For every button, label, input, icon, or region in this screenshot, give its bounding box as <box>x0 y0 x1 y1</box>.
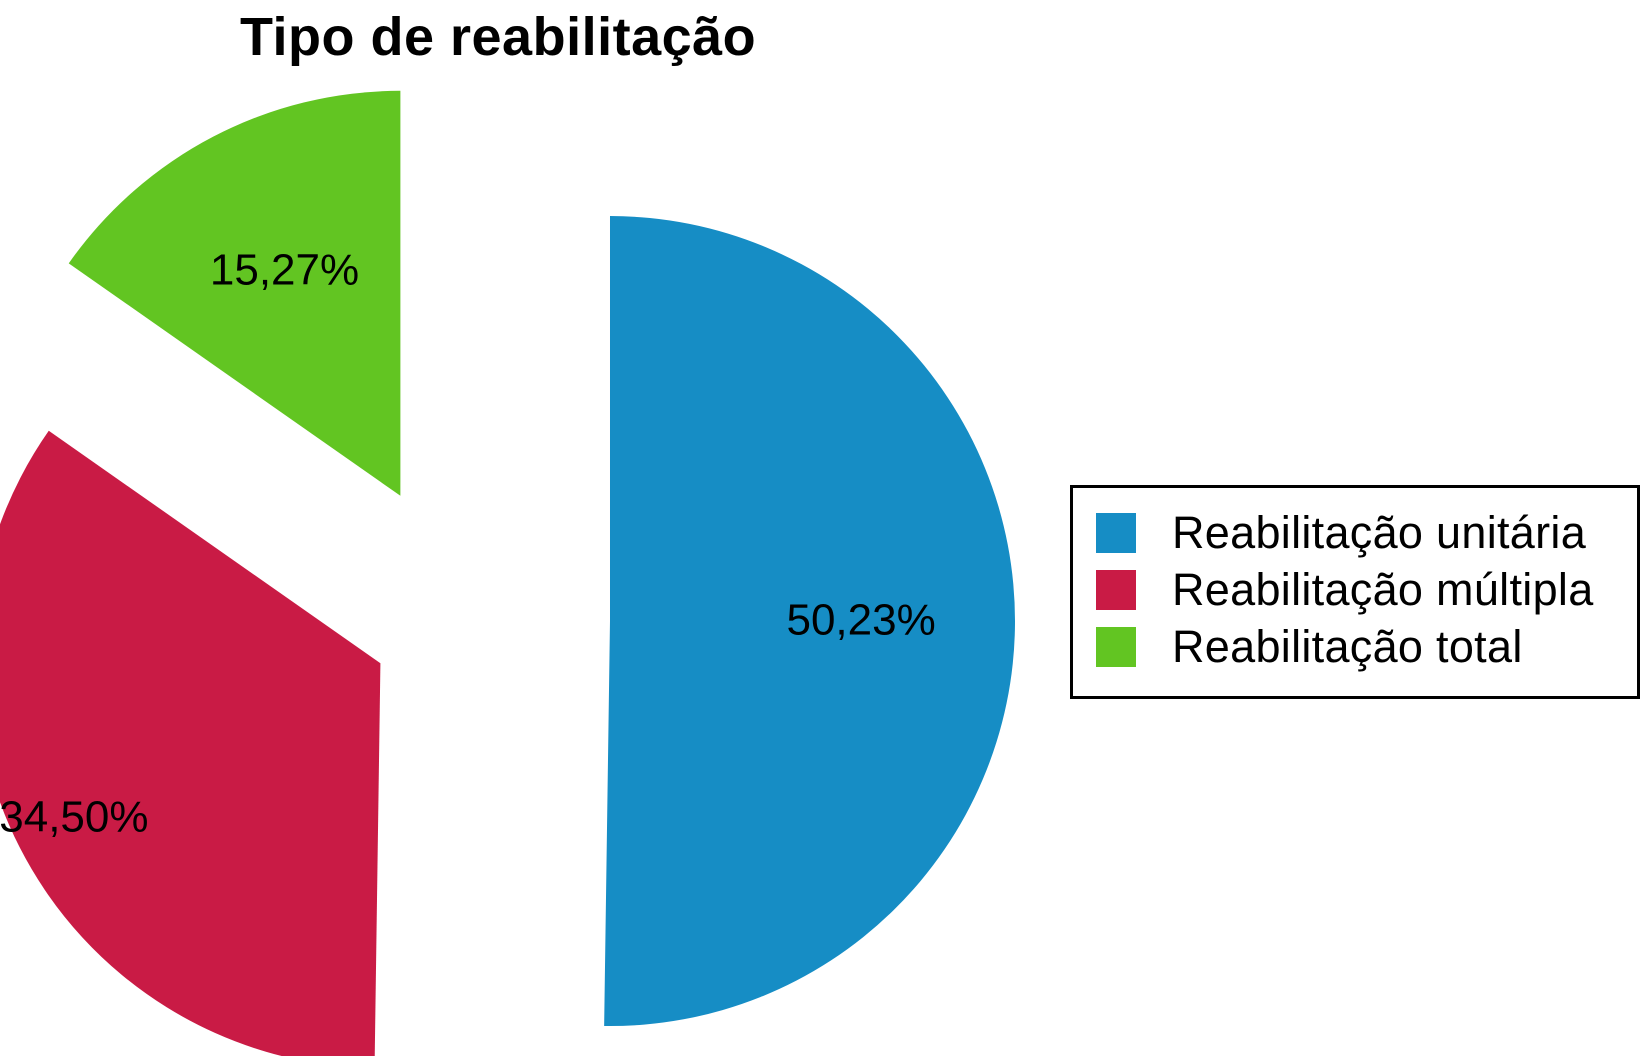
legend-item: Reabilitação múltipla <box>1096 561 1637 618</box>
legend-item: Reabilitação unitária <box>1096 504 1637 561</box>
pie-slice <box>68 90 401 496</box>
legend-swatch <box>1096 626 1136 667</box>
chart-title: Tipo de reabilitação <box>240 7 757 67</box>
legend: Reabilitação unitária Reabilitação múlti… <box>1070 485 1640 699</box>
legend-label: Reabilitação unitária <box>1172 506 1587 558</box>
legend-item: Reabilitação total <box>1096 618 1637 675</box>
slice-value-label: 15,27% <box>210 246 359 295</box>
pie-slice <box>604 216 1015 1027</box>
slice-value-label: 50,23% <box>786 595 935 644</box>
slice-value-label: 34,50% <box>0 793 148 842</box>
pie-slices <box>0 90 1015 1056</box>
legend-swatch <box>1096 569 1136 610</box>
legend-label: Reabilitação total <box>1172 620 1523 672</box>
pie-slice-labels: 50,23% 34,50% 15,27% <box>0 246 936 842</box>
legend-swatch <box>1096 512 1136 553</box>
pie-slice <box>0 430 381 1056</box>
legend-label: Reabilitação múltipla <box>1172 563 1594 615</box>
